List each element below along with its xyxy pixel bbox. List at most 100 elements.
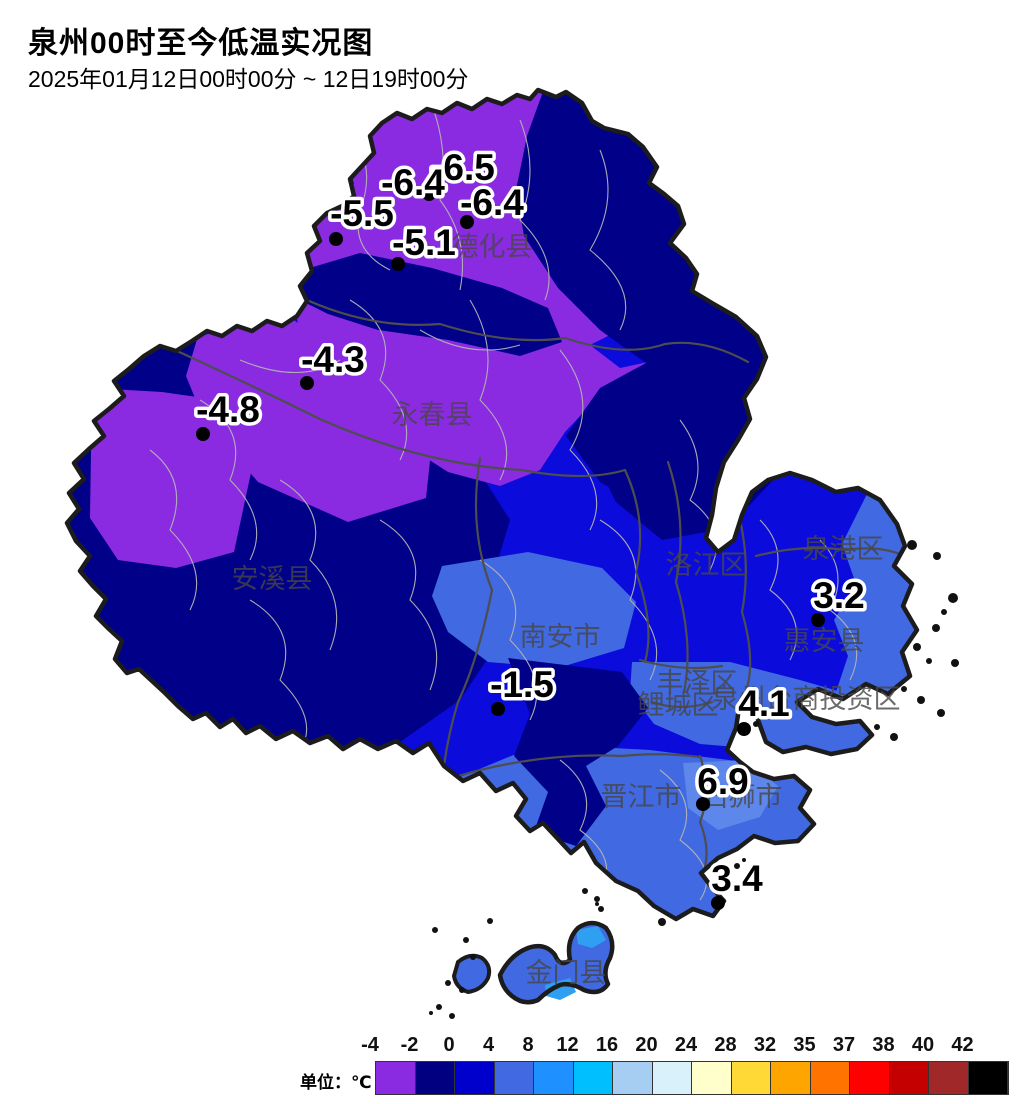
station-marker: 3.2 [810, 572, 868, 627]
station-dot [737, 722, 751, 736]
station-marker: -6.4 [378, 159, 449, 207]
legend-tick: 0 [443, 1034, 455, 1056]
station-dot [811, 613, 825, 627]
zone-light-shishi-patch [683, 760, 778, 830]
legend-tick: 24 [674, 1034, 698, 1056]
legend-unit-label: 单位：℃ [300, 1073, 372, 1092]
kinmen-islands [451, 920, 615, 1005]
legend-swatch [613, 1062, 653, 1094]
legend: 单位：℃ -4 -2 0 4 8 12 16 20 24 28 32 35 37 38 40 42 [0, 1032, 1024, 1102]
station-dot [391, 257, 405, 271]
region-label: 丰泽区 [657, 668, 738, 698]
zone-navy-south-strip [508, 658, 648, 846]
station-marker: -1.5 [487, 661, 557, 716]
kinmen-main-outline [497, 920, 615, 1005]
station-marker: 4.1 [735, 680, 793, 736]
station-temp-label: -6.5 [431, 147, 495, 188]
station-marker: -6.4 [457, 179, 528, 229]
legend-tick: 38 [872, 1034, 895, 1056]
station-dot [711, 896, 725, 910]
legend-swatch [652, 1062, 692, 1094]
stations-layer: -6.5-6.4 -6.4-5.5-5.1-4.3-4.83.2-1.5 4.16.… [193, 144, 868, 910]
station-dot [329, 232, 343, 246]
station-dot [422, 187, 436, 201]
legend-tick: -2 [400, 1034, 419, 1056]
kinmen-west-islet [451, 953, 492, 995]
legend-swatch [415, 1062, 455, 1094]
legend-swatch [929, 1062, 969, 1094]
legend-swatch [455, 1062, 495, 1094]
region-label: 惠安县 [784, 626, 865, 656]
station-dot [300, 376, 314, 390]
legend-swatch [850, 1062, 890, 1094]
legend-tick: 35 [793, 1034, 816, 1056]
legend-swatch [810, 1062, 850, 1094]
legend-tick: 12 [556, 1034, 579, 1056]
county-boundaries [160, 294, 914, 878]
legend-swatch [731, 1062, 771, 1094]
legend-swatch [889, 1062, 929, 1094]
legend-tick: 20 [635, 1034, 658, 1056]
station-temp-label: -5.1 [392, 222, 456, 263]
region-label: 南安市 [520, 622, 601, 652]
station-temp-label: -4.3 [301, 339, 365, 380]
station-temp-label: 4.1 [738, 683, 789, 724]
region-label: 永春县 [392, 400, 473, 430]
station-dot [196, 427, 210, 441]
legend-tick: 37 [832, 1034, 856, 1056]
legend-tick: -4 [361, 1034, 379, 1056]
station-temp-label: -6.4 [381, 162, 445, 203]
station-marker: -4.8 [193, 386, 263, 441]
station-temp-label: 3.4 [711, 858, 763, 899]
legend-swatch [376, 1062, 416, 1094]
legend-swatch [968, 1062, 1008, 1094]
station-temp-label: -5.5 [330, 193, 394, 234]
region-label: 晋江市 [601, 782, 682, 812]
station-temp-label: -1.5 [490, 664, 554, 705]
station-marker: -5.5 [327, 190, 397, 246]
station-temp-label: 6.9 [697, 761, 748, 802]
legend-tick: 42 [951, 1034, 974, 1056]
zone-royal-nanan-patch [432, 552, 636, 668]
prefecture-outline [64, 87, 920, 922]
station-temp-label: -4.8 [196, 389, 260, 430]
region-label: 安溪县 [232, 564, 313, 594]
kinmen-light-patch-north [576, 926, 606, 948]
region-label: 泉港区 [803, 534, 884, 564]
legend-tick: 40 [911, 1034, 935, 1056]
zone-navy-dehua-band [293, 148, 562, 356]
legend-swatch [771, 1062, 811, 1094]
station-dot [696, 797, 710, 811]
region-label: 石狮市 [702, 782, 783, 812]
page-title: 泉州00时至今低温实况图 [28, 27, 374, 60]
station-marker: -6.5 [426, 144, 498, 197]
region-label: 鲤城区 [638, 690, 719, 720]
station-marker: 3.4 [708, 855, 767, 910]
legend-tick: 28 [714, 1034, 737, 1056]
legend-tick: 8 [522, 1034, 534, 1056]
page-subtitle: 2025年01月12日00时00分 ~ 12日19时00分 [28, 66, 469, 92]
legend-swatch [573, 1062, 613, 1094]
station-temp-label: 3.2 [813, 575, 864, 616]
region-label: 洛江区 [666, 550, 747, 580]
region-label: 泉州台商投资区 [712, 684, 901, 714]
legend-tick: 16 [595, 1034, 619, 1056]
station-temp-label: -6.4 [460, 182, 524, 223]
region-label: 德化县 [452, 232, 533, 262]
region-label: 金门县 [526, 958, 607, 988]
station-marker: 6.9 [694, 758, 752, 811]
station-marker: -4.3 [298, 336, 368, 390]
legend-swatch [494, 1062, 534, 1094]
legend-swatch [534, 1062, 574, 1094]
station-dot [491, 702, 505, 716]
legend-tick: 4 [482, 1034, 495, 1056]
legend-color-bar [375, 1061, 1009, 1095]
station-dot [460, 215, 474, 229]
offshore-islets [429, 540, 959, 1019]
legend-tick: 32 [753, 1034, 777, 1056]
station-marker: -5.1 [389, 219, 459, 271]
legend-swatch [692, 1062, 732, 1094]
